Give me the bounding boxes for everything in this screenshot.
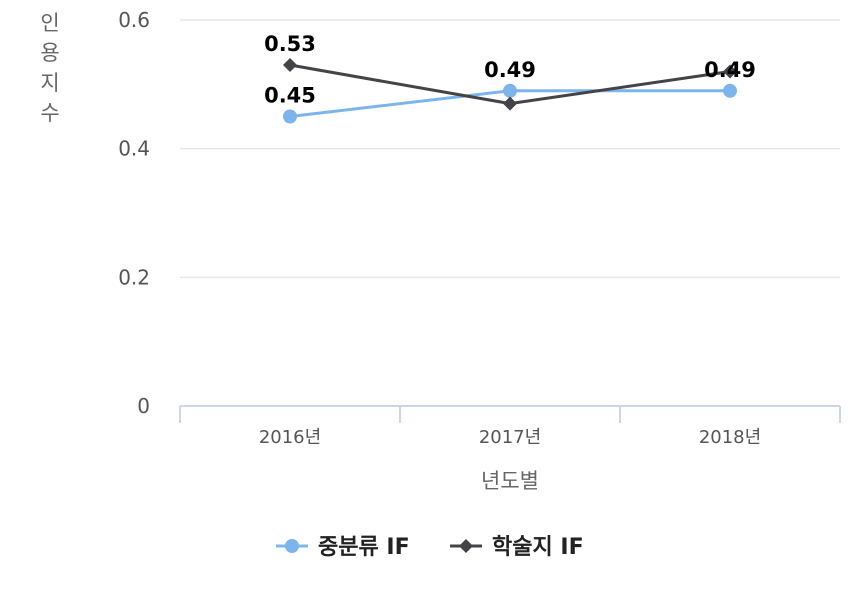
x-axis: 2016년 2017년 2018년 — [179, 405, 841, 448]
data-point-marker[interactable] — [283, 109, 297, 124]
legend-item-1[interactable]: 중분류 IF — [276, 535, 410, 560]
data-label: 0.49 — [704, 58, 756, 82]
y-tick-label: 0.2 — [118, 265, 150, 289]
y-tick-label: 0 — [137, 394, 150, 418]
legend-marker[interactable] — [285, 539, 299, 553]
data-labels: 0.45 0.49 0.49 0.53 — [264, 32, 756, 107]
y-tick-label: 0.6 — [118, 8, 150, 32]
x-tick-label: 2017년 — [479, 427, 541, 448]
legend-marker[interactable] — [459, 539, 473, 553]
x-tick-label: 2016년 — [259, 427, 321, 448]
y-axis-ticks: 0 0.2 0.4 0.6 — [118, 8, 150, 418]
legend-item-2[interactable]: 학술지 IF — [450, 535, 584, 560]
x-tick-label: 2018년 — [699, 427, 761, 448]
legend-label: 중분류 IF — [318, 535, 410, 560]
legend-label: 학술지 IF — [492, 535, 584, 560]
data-label: 0.53 — [264, 32, 316, 56]
data-point-marker[interactable] — [723, 83, 737, 98]
series-group — [283, 58, 737, 124]
data-point-marker[interactable] — [503, 83, 517, 98]
data-label: 0.49 — [484, 58, 536, 82]
data-label: 0.45 — [264, 84, 316, 108]
data-point-marker[interactable] — [723, 64, 737, 79]
grid-lines — [180, 19, 840, 279]
data-point-marker[interactable] — [503, 96, 517, 111]
series-1 — [283, 83, 737, 124]
data-point-marker[interactable] — [283, 58, 297, 73]
y-tick-label: 0.4 — [118, 137, 150, 161]
legend[interactable]: 중분류 IF 학술지 IF — [276, 535, 584, 560]
series-2 — [283, 58, 737, 111]
x-axis-title: 년도별 — [481, 469, 539, 493]
